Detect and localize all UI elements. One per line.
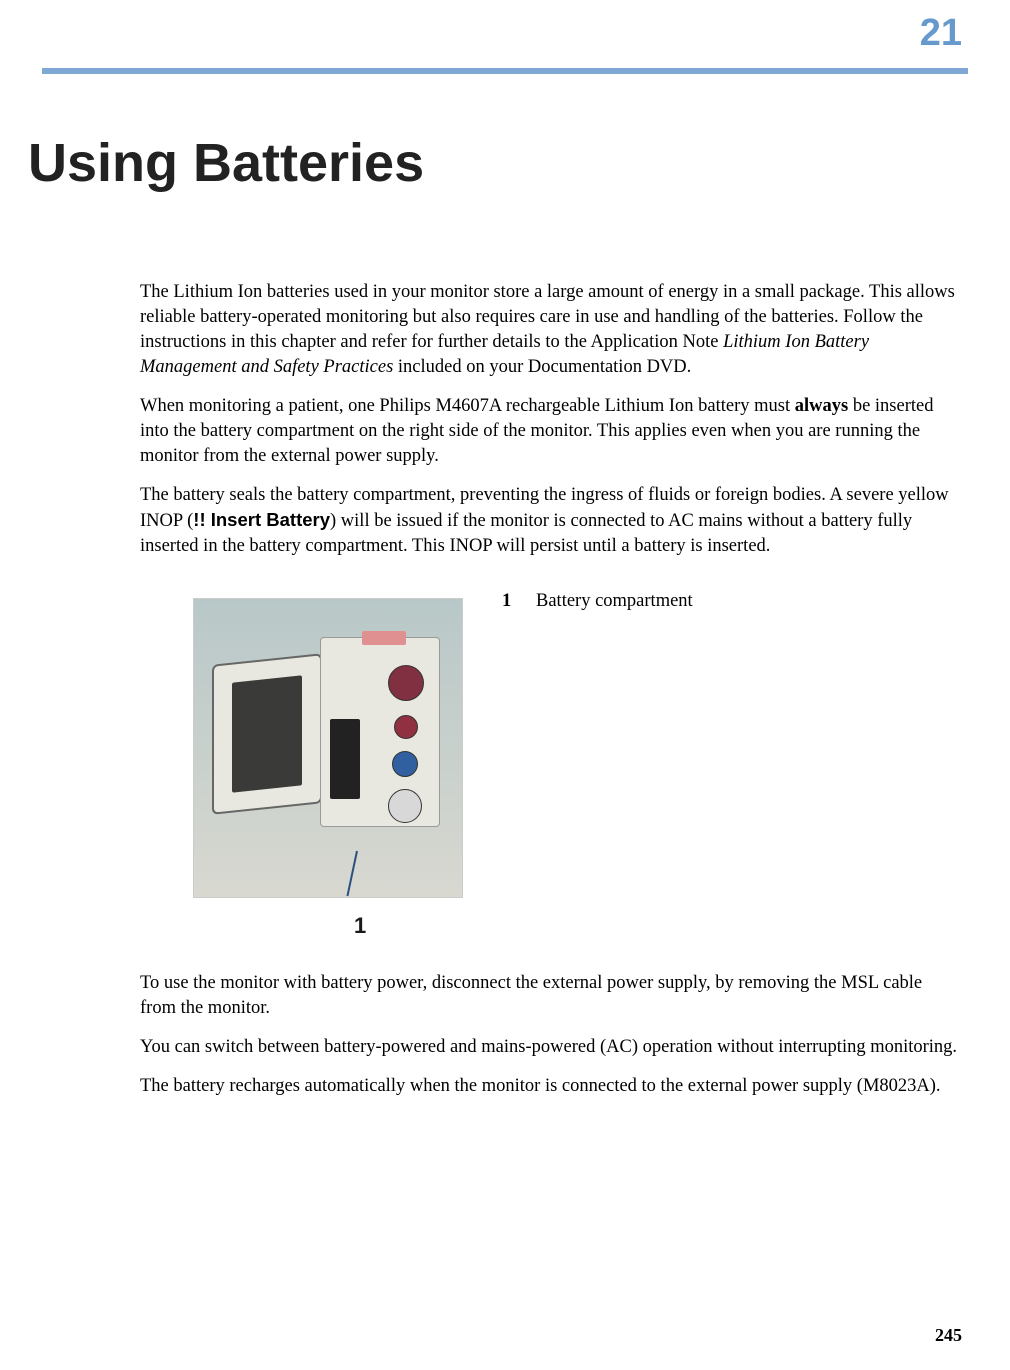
paragraph-1: The Lithium Ion batteries used in your m… <box>140 280 962 380</box>
battery-slot <box>330 719 360 799</box>
port-icon <box>394 715 418 739</box>
paragraph-2: When monitoring a patient, one Philips M… <box>140 394 962 469</box>
device-screen <box>212 653 322 815</box>
device-photo <box>193 598 463 898</box>
callout-number: 1 <box>354 913 366 939</box>
header-rule <box>42 68 968 74</box>
legend-number: 1 <box>502 591 516 612</box>
page-title: Using Batteries <box>28 132 424 194</box>
content-area: The Lithium Ion batteries used in your m… <box>140 280 962 1113</box>
page-number: 245 <box>935 1325 962 1346</box>
port-icon <box>388 789 422 823</box>
p1-text-b: included on your Documentation DVD. <box>393 357 691 377</box>
port-icon <box>392 751 418 777</box>
device-screen-inner <box>232 675 302 792</box>
port-icon <box>388 665 424 701</box>
chapter-number: 21 <box>920 12 962 55</box>
figure-box: 1 <box>178 583 478 943</box>
paragraph-4: To use the monitor with battery power, d… <box>140 971 962 1021</box>
p3-sans-bold: !! Insert Battery <box>193 509 330 530</box>
legend-text: Battery compartment <box>536 591 693 612</box>
figure-legend: 1 Battery compartment <box>502 583 693 612</box>
paragraph-3: The battery seals the battery compartmen… <box>140 483 962 559</box>
paragraph-5: You can switch between battery-powered a… <box>140 1035 962 1060</box>
figure-row: 1 1 Battery compartment <box>178 583 962 943</box>
p2-bold: always <box>795 396 848 416</box>
p2-text-a: When monitoring a patient, one Philips M… <box>140 396 795 416</box>
paragraph-6: The battery recharges automatically when… <box>140 1074 962 1099</box>
device-illustration <box>212 629 442 859</box>
device-release-tab <box>362 631 406 645</box>
